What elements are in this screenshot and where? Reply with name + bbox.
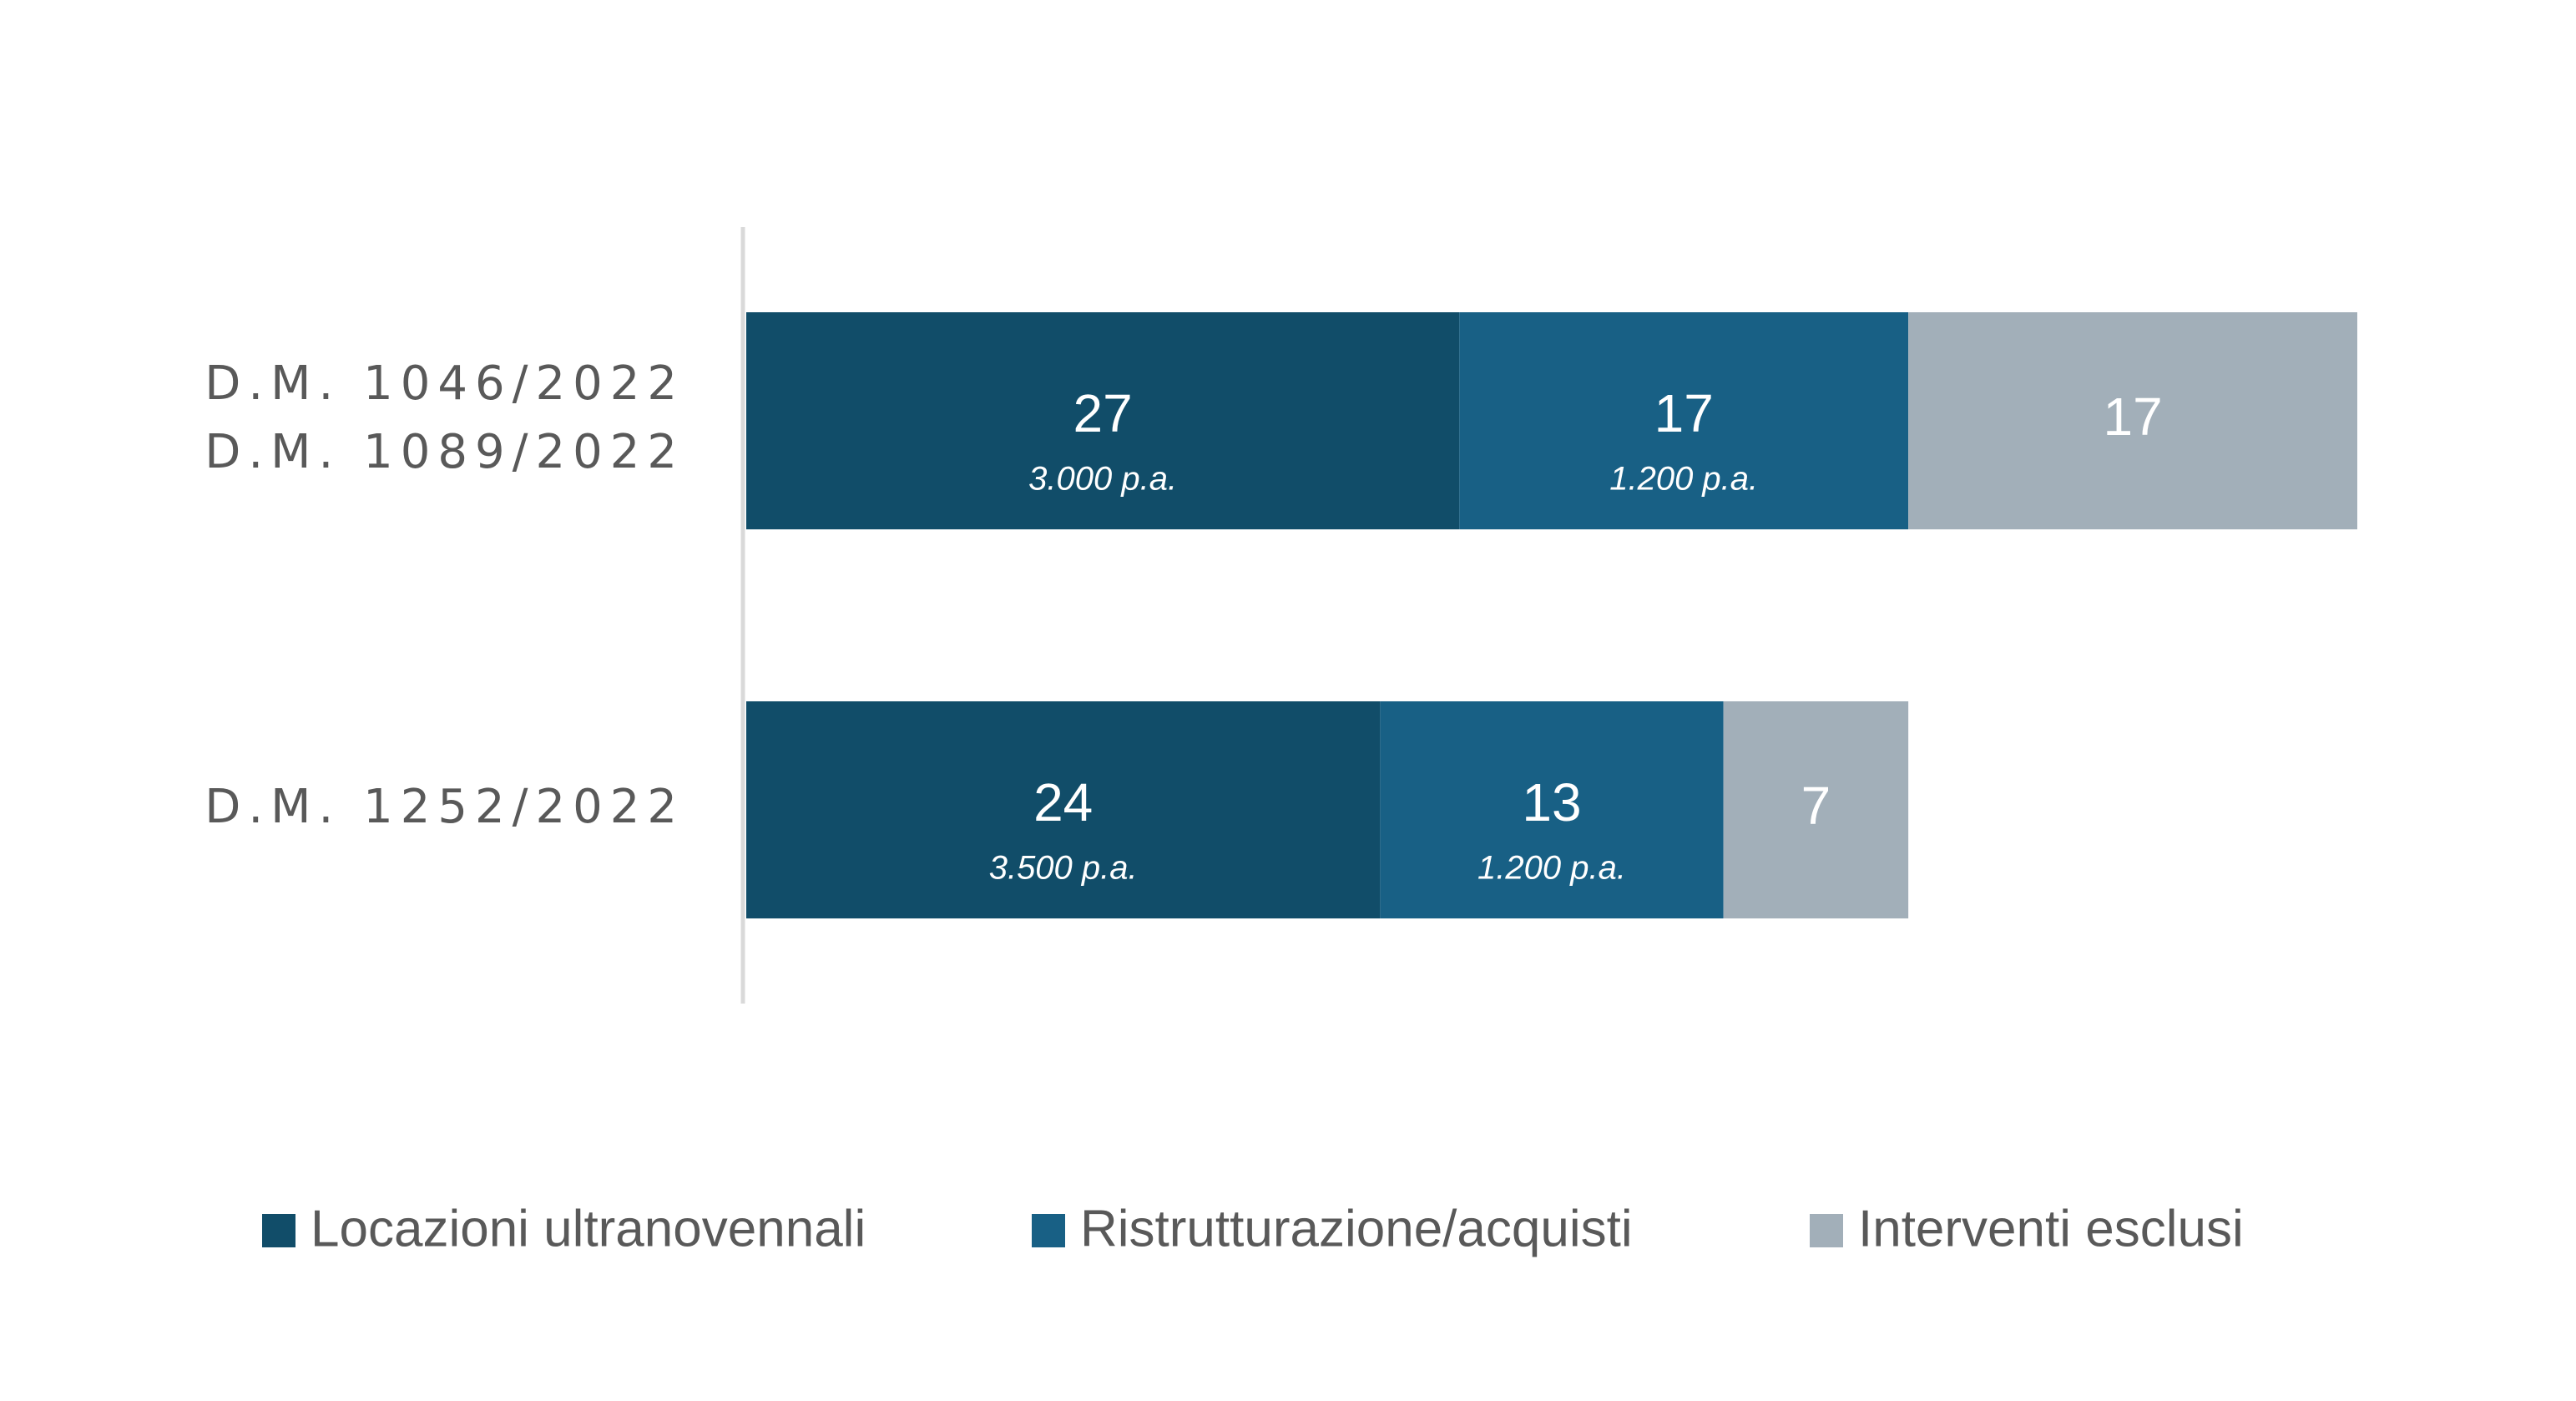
value-label: 24 — [1033, 772, 1093, 832]
bar-segment — [1723, 701, 1909, 918]
value-label: 13 — [1522, 772, 1581, 832]
value-sublabel: 3.000 p.a. — [1028, 461, 1177, 498]
category-label: D.M. 1046/2022 — [205, 357, 684, 411]
legend-label: Locazioni ultranovennali — [311, 1200, 866, 1257]
legend-label: Interventi esclusi — [1858, 1200, 2244, 1257]
bar-segment — [1459, 312, 1909, 529]
bar-segment — [746, 701, 1381, 918]
category-label: D.M. 1089/2022 — [205, 425, 684, 479]
legend-label: Ristrutturazione/acquisti — [1080, 1200, 1633, 1257]
legend-swatch — [262, 1214, 295, 1247]
value-label: 17 — [1654, 383, 1714, 443]
value-sublabel: 1.200 p.a. — [1477, 850, 1626, 887]
category-label: D.M. 1252/2022 — [205, 780, 684, 834]
value-sublabel: 1.200 p.a. — [1609, 461, 1758, 498]
legend-swatch — [1032, 1214, 1065, 1247]
value-label: 17 — [2103, 387, 2162, 447]
value-label: 7 — [1801, 776, 1831, 836]
bar-segment — [746, 312, 1460, 529]
bar-segment — [1380, 701, 1724, 918]
legend-swatch — [1810, 1214, 1843, 1247]
value-label: 27 — [1073, 383, 1133, 443]
bar-segment — [1908, 312, 2357, 529]
value-sublabel: 3.500 p.a. — [989, 850, 1138, 887]
